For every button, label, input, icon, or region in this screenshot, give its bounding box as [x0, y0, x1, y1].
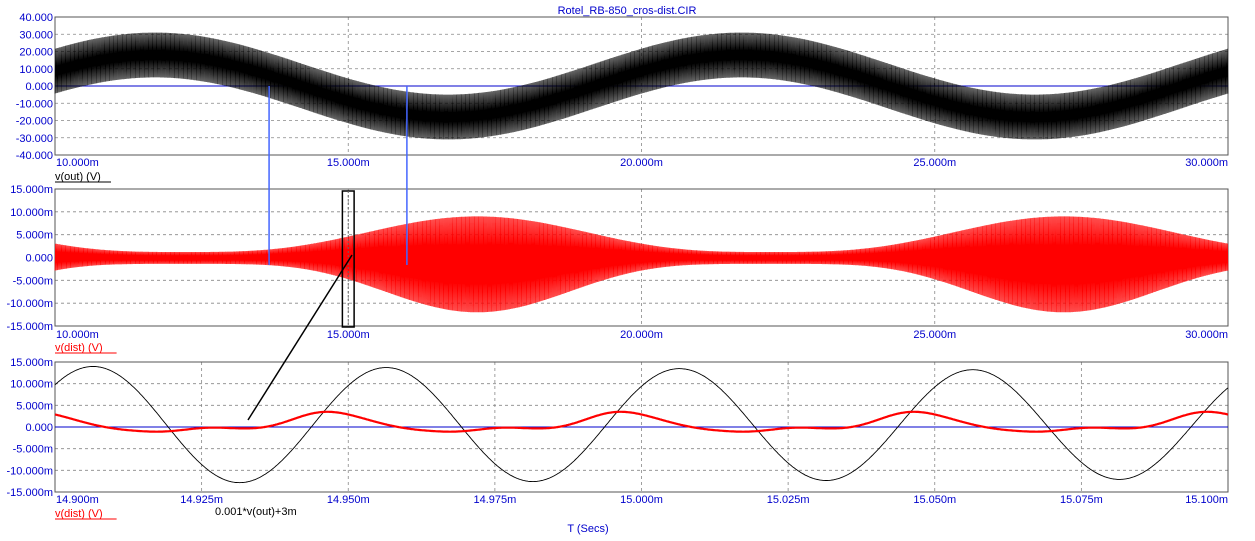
y-tick-label: 15.000m	[10, 184, 53, 196]
y-tick-label: 15.000m	[10, 357, 53, 369]
panel-zoom: 15.000m 10.000m 5.000m 0.000 -5.000m -10.000m…	[7, 357, 1229, 520]
x-tick-label: 30.000m	[1185, 157, 1228, 169]
y-tick-label: -40.000	[16, 150, 53, 162]
series-vout	[54, 32, 1229, 140]
legend-label: v(out) (V)	[55, 171, 101, 183]
panel-vout: 40.000 30.000 20.000 10.000 0.000 -10.000 -20.…	[16, 12, 1229, 183]
legend-label: v(dist) (V)	[55, 342, 103, 354]
y-tick-label: -15.000m	[7, 487, 53, 499]
panel-vdist: 15.000m 10.000m 5.000m 0.000 -5.000m -10.000m…	[7, 184, 1229, 354]
y-tick-label: -10.000m	[7, 298, 53, 310]
x-tick-label: 10.000m	[56, 329, 99, 341]
y-tick-label: 10.000	[19, 64, 53, 76]
x-tick-label: 15.000m	[327, 329, 370, 341]
annotation-arrow	[247, 254, 353, 421]
y-tick-label: 40.000	[19, 12, 53, 24]
x-tick-label: 30.000m	[1185, 329, 1228, 341]
annotation-overlays	[247, 86, 408, 421]
y-tick-label: -10.000	[16, 98, 53, 110]
x-tick-label: 15.100m	[1185, 494, 1228, 506]
x-tick-label: 25.000m	[913, 157, 956, 169]
x-tick-label: 14.950m	[327, 494, 370, 506]
x-tick-label: 20.000m	[620, 157, 663, 169]
y-tick-label: 5.000m	[16, 400, 53, 412]
chart-title: Rotel_RB-850_cros-dist.CIR	[558, 5, 697, 17]
y-tick-label: 30.000	[19, 29, 53, 41]
x-tick-label: 10.000m	[56, 157, 99, 169]
x-tick-label: 14.925m	[180, 494, 223, 506]
series-scaled-vout	[54, 366, 1229, 484]
x-tick-label: 15.050m	[913, 494, 956, 506]
x-tick-label: 15.025m	[767, 494, 810, 506]
y-tick-label: -5.000m	[13, 275, 53, 287]
series-vdist	[54, 216, 1229, 313]
y-tick-label: -10.000m	[7, 465, 53, 477]
y-tick-label: 10.000m	[10, 207, 53, 219]
x-tick-label: 14.900m	[56, 494, 99, 506]
y-tick-label: 10.000m	[10, 379, 53, 391]
x-tick-label: 14.975m	[473, 494, 516, 506]
series-vdist-zoom	[54, 410, 1229, 433]
y-tick-label: 5.000m	[16, 230, 53, 242]
y-tick-label: -20.000	[16, 116, 53, 128]
legend-label: 0.001*v(out)+3m	[215, 506, 297, 518]
y-tick-label: -5.000m	[13, 444, 53, 456]
y-tick-label: 0.000	[25, 422, 53, 434]
y-tick-label: 0.000	[25, 81, 53, 93]
y-tick-label: -30.000	[16, 133, 53, 145]
x-tick-label: 20.000m	[620, 329, 663, 341]
x-tick-label: 25.000m	[913, 329, 956, 341]
y-tick-label: 0.000	[25, 253, 53, 265]
y-tick-label: -15.000m	[7, 321, 53, 333]
x-tick-label: 15.075m	[1060, 494, 1103, 506]
legend-label: v(dist) (V)	[55, 508, 103, 520]
x-tick-label: 15.000m	[620, 494, 663, 506]
x-tick-label: 15.000m	[327, 157, 370, 169]
x-axis-label: T (Secs)	[567, 523, 608, 535]
y-tick-label: 20.000	[19, 47, 53, 59]
